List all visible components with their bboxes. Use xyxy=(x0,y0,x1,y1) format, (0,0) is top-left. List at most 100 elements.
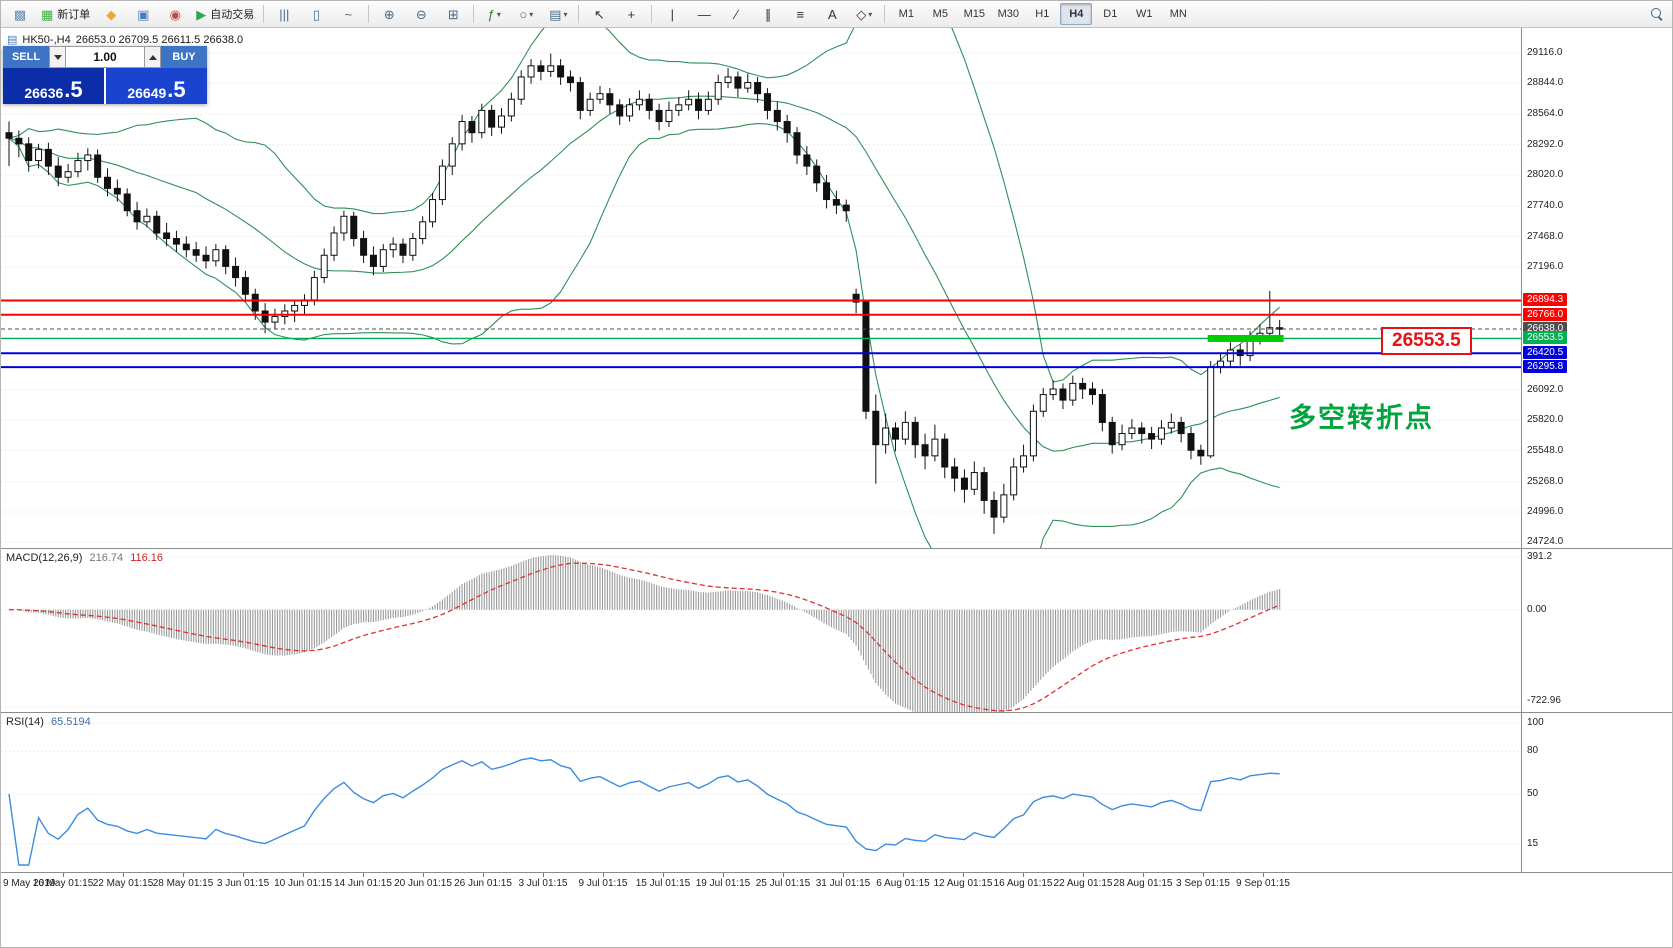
macd-label: MACD(12,26,9) xyxy=(6,552,83,564)
timeframe-m30[interactable]: M30 xyxy=(997,8,1019,20)
chart-window-icon[interactable]: ▩ xyxy=(5,2,35,26)
time-axis-label: 22 Aug 01:15 xyxy=(1053,878,1113,889)
channel-icon[interactable]: ∥ xyxy=(753,2,783,26)
price-axis-label: 24996.0 xyxy=(1527,506,1564,517)
time-axis-tick xyxy=(483,873,484,877)
chevron-down-icon: ▾ xyxy=(868,9,873,19)
trendline-icon[interactable]: ∕ xyxy=(721,2,751,26)
chart-window-icon: ▩ xyxy=(13,6,27,22)
crosshair-icon[interactable]: + xyxy=(616,2,646,26)
timeframe-m1[interactable]: M1 xyxy=(898,8,914,20)
time-axis[interactable]: 9 May 2019 16 May 01:15 22 May 01:15 28 May… xyxy=(1,873,1672,895)
indicators-button[interactable]: ƒ ▾ xyxy=(479,2,509,26)
buy-price-button[interactable]: 26649.5 xyxy=(106,68,207,104)
timeframe-mn[interactable]: MN xyxy=(1169,8,1187,20)
triangle-down-icon xyxy=(53,54,62,60)
triangle-up-icon xyxy=(148,54,157,60)
time-axis-label: 16 May 01:15 xyxy=(32,878,94,889)
macd-label-row: MACD(12,26,9) 216.74 116.16 xyxy=(6,552,163,564)
price-axis-label: 27196.0 xyxy=(1527,260,1564,272)
main-toolbar: ▩ ▦ 新订单 ◆ ▣ ◉ ▶ 自动交易 ||| ▯ ~ ⊕ ⊖ ⊞ ƒ ▾ ○ ▾ ▤ ▾ ↖ + | — ∕ ∥ ≡ A ◇ ▾ M1 M… xyxy=(1,1,1672,28)
vertical-line-icon[interactable]: | xyxy=(657,2,687,26)
rsi-axis-label: 100 xyxy=(1527,717,1544,728)
rsi-panel[interactable]: RSI(14) 65.5194 100 80 50 15 xyxy=(1,713,1672,873)
time-axis-tick xyxy=(903,873,904,877)
price-axis-label: 25548.0 xyxy=(1527,444,1564,456)
time-axis-label: 22 May 01:15 xyxy=(92,878,154,889)
profile-icon[interactable]: ▣ xyxy=(128,2,158,26)
toolbar-separator xyxy=(473,5,475,23)
price-axis-label: 28844.0 xyxy=(1527,77,1564,89)
symbol-ohlc: 26653.0 26709.5 26611.5 26638.0 xyxy=(75,33,244,46)
line-chart-icon[interactable]: ~ xyxy=(333,2,363,26)
macd-panel[interactable]: MACD(12,26,9) 216.74 116.16 391.2 0.00 -72… xyxy=(1,549,1672,713)
time-axis-tick xyxy=(1083,873,1084,877)
buy-price: 26649 xyxy=(127,85,167,101)
rsi-axis[interactable]: 100 80 50 15 xyxy=(1521,713,1672,872)
sell-price-button[interactable]: 26636.5 xyxy=(3,68,104,104)
time-axis-label: 9 Sep 01:15 xyxy=(1236,878,1290,889)
news-icon: ◉ xyxy=(169,6,181,22)
volume-decrease-button[interactable] xyxy=(49,46,66,68)
volume-input[interactable] xyxy=(66,46,144,68)
candlestick-chart-icon: ▯ xyxy=(312,6,320,22)
cursor-icon[interactable]: ↖ xyxy=(584,2,614,26)
macd-axis[interactable]: 391.2 0.00 -722.96 xyxy=(1521,549,1672,712)
new-order-button[interactable]: ▦ 新订单 xyxy=(37,2,94,26)
timeframe-m5[interactable]: M5 xyxy=(932,8,948,20)
fibonacci-icon: ≡ xyxy=(796,6,805,22)
price-callout-label[interactable]: 26553.5 xyxy=(1381,327,1472,355)
periods-button[interactable]: ○ ▾ xyxy=(511,2,541,26)
toolbar-separator xyxy=(578,5,580,23)
new-order-button: ▦ xyxy=(41,6,54,22)
tile-windows-icon: ⊞ xyxy=(447,6,459,22)
buy-button[interactable]: BUY xyxy=(161,46,207,68)
timeframe-d1[interactable]: D1 xyxy=(1103,8,1118,20)
rsi-axis-label: 50 xyxy=(1527,788,1539,799)
autotrading-button-label: 自动交易 xyxy=(210,9,255,21)
price-axis[interactable]: 29116.0 28844.0 28564.0 28292.0 28020.0 27740… xyxy=(1521,28,1672,548)
text-tool-icon[interactable]: A xyxy=(817,2,847,26)
zoom-in-icon[interactable]: ⊕ xyxy=(374,2,404,26)
chevron-down-icon: ▾ xyxy=(496,9,501,19)
arrows-tool-icon[interactable]: ◇ ▾ xyxy=(849,2,879,26)
time-axis-tick xyxy=(783,873,784,877)
time-axis-tick xyxy=(1143,873,1144,877)
time-axis-label: 20 Jun 01:15 xyxy=(394,878,452,889)
volume-increase-button[interactable] xyxy=(144,46,161,68)
timeframe-h4[interactable]: H4 xyxy=(1060,3,1093,25)
price-chart-panel[interactable]: ▤ HK50-,H4 26653.0 26709.5 26611.5 26638… xyxy=(1,28,1672,549)
chevron-down-icon: ▾ xyxy=(529,9,534,19)
fibonacci-icon[interactable]: ≡ xyxy=(785,2,815,26)
macd-chart[interactable] xyxy=(1,549,1521,713)
candlestick-chart-icon[interactable]: ▯ xyxy=(301,2,331,26)
sell-button[interactable]: SELL xyxy=(3,46,49,68)
timeframe-h1[interactable]: H1 xyxy=(1035,8,1050,20)
candlestick-chart[interactable] xyxy=(1,28,1521,549)
bar-chart-icon[interactable]: ||| xyxy=(269,2,299,26)
timeframe-w1[interactable]: W1 xyxy=(1136,8,1153,20)
time-axis-tick xyxy=(603,873,604,877)
chart-annotation-text[interactable]: 多空转折点 xyxy=(1289,403,1434,433)
tile-windows-icon[interactable]: ⊞ xyxy=(438,2,468,26)
price-axis-label: 26092.0 xyxy=(1527,383,1564,395)
mql-community-icon[interactable]: ◆ xyxy=(96,2,126,26)
time-axis-label: 31 Jul 01:15 xyxy=(815,878,871,889)
autotrading-button[interactable]: ▶ 自动交易 xyxy=(192,2,258,26)
price-axis-label: 27740.0 xyxy=(1527,200,1564,212)
templates-button[interactable]: ▤ ▾ xyxy=(543,2,573,26)
channel-icon: ∥ xyxy=(765,6,772,22)
price-axis-label: 28292.0 xyxy=(1527,138,1564,150)
horizontal-line-icon[interactable]: — xyxy=(689,2,719,26)
text-tool-icon: A xyxy=(827,6,837,22)
time-axis-label: 16 Aug 01:15 xyxy=(993,878,1053,889)
price-axis-label: 29116.0 xyxy=(1527,46,1563,58)
news-icon[interactable]: ◉ xyxy=(160,2,190,26)
zoom-out-icon[interactable]: ⊖ xyxy=(406,2,436,26)
macd-axis-label: 391.2 xyxy=(1527,551,1553,562)
timeframe-m15[interactable]: M15 xyxy=(963,8,985,20)
rsi-chart[interactable] xyxy=(1,713,1521,873)
search-button[interactable] xyxy=(1651,8,1663,20)
time-axis-tick xyxy=(1023,873,1024,877)
